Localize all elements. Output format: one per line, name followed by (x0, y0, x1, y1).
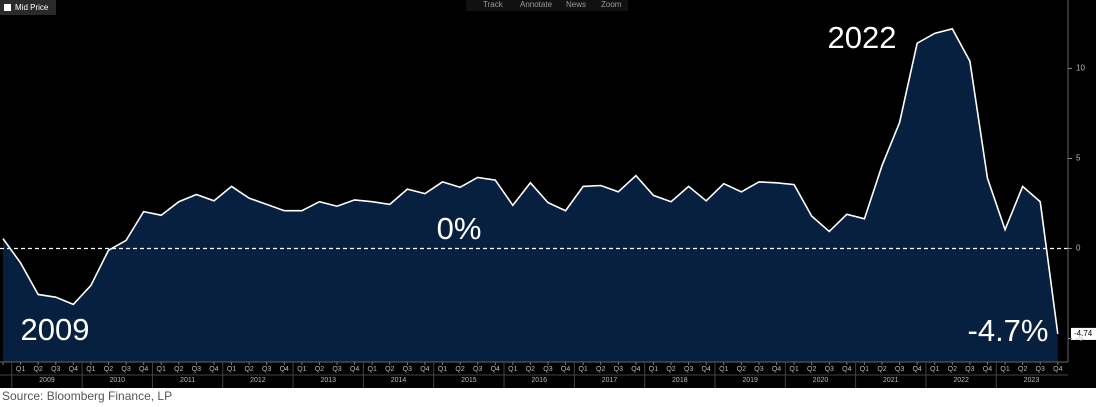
x-tick-label: Q1 (227, 366, 236, 373)
x-tick-label: Q4 (702, 366, 711, 373)
x-tick-label: Q3 (614, 366, 623, 373)
x-tick-label: Q2 (526, 366, 535, 373)
year-label: 2012 (250, 377, 266, 384)
x-tick-label: Q1 (16, 366, 25, 373)
x-tick-label: Q2 (244, 366, 253, 373)
x-tick-label: Q3 (121, 366, 130, 373)
y-tick-label: 5 (1076, 154, 1081, 163)
x-tick-label: Q3 (965, 366, 974, 373)
year-label: 2009 (39, 377, 55, 384)
legend-box (0, 0, 56, 15)
x-tick-label: Q1 (860, 366, 869, 373)
toolbar-annotate[interactable]: Annotate (520, 0, 553, 9)
x-tick-label: Q4 (983, 366, 992, 373)
year-label: 2017 (602, 377, 618, 384)
x-tick-label: Q3 (51, 366, 60, 373)
y-tick-label: -5 (1076, 334, 1084, 343)
x-tick-label: Q3 (192, 366, 201, 373)
x-tick-label: Q3 (684, 366, 693, 373)
x-tick-label: Q3 (473, 366, 482, 373)
x-tick-label: Q1 (930, 366, 939, 373)
y-tick-label: 10 (1076, 64, 1085, 73)
x-tick-label: Q2 (455, 366, 464, 373)
x-tick-label: Q1 (1000, 366, 1009, 373)
toolbar-news[interactable]: News (566, 0, 586, 9)
x-tick-label: Q2 (666, 366, 675, 373)
x-tick-label: Q1 (438, 366, 447, 373)
x-tick-label: Q4 (139, 366, 148, 373)
line (2, 27, 1059, 335)
toolbar (466, 0, 628, 11)
toolbar-track[interactable]: Track (483, 0, 504, 9)
annotation: 2009 (21, 312, 90, 347)
x-tick-label: Q1 (649, 366, 658, 373)
area-fill (3, 28, 1058, 363)
legend-swatch (4, 4, 11, 11)
last-value-tag (1071, 327, 1096, 340)
x-tick-label: Q3 (262, 366, 271, 373)
x-tick-label: Q4 (912, 366, 921, 373)
x-tick-label: Q4 (842, 366, 851, 373)
toolbar-zoom[interactable]: Zoom (601, 0, 622, 9)
x-tick-label: Q1 (719, 366, 728, 373)
x-tick-label: Q4 (1053, 366, 1062, 373)
annotation: -4.7% (968, 313, 1049, 348)
year-label: 2015 (461, 377, 477, 384)
x-tick-label: Q2 (33, 366, 42, 373)
x-tick-label: Q2 (948, 366, 957, 373)
x-tick-label: Q3 (332, 366, 341, 373)
year-label: 2020 (813, 377, 829, 384)
x-tick-label: Q1 (157, 366, 166, 373)
x-tick-label: Q4 (209, 366, 218, 373)
x-tick-label: Q4 (420, 366, 429, 373)
x-tick-label: Q3 (895, 366, 904, 373)
annotation: 0% (437, 211, 482, 246)
x-tick-label: Q2 (315, 366, 324, 373)
x-tick-label: Q1 (368, 366, 377, 373)
x-tick-label: Q1 (86, 366, 95, 373)
last-value-label: -4.74 (1074, 329, 1093, 338)
x-tick-label: Q4 (561, 366, 570, 373)
annotation: 2022 (828, 20, 897, 55)
x-tick-label: Q4 (772, 366, 781, 373)
y-tick-label: 0 (1076, 244, 1081, 253)
x-tick-label: Q4 (280, 366, 289, 373)
year-label: 2014 (391, 377, 407, 384)
x-tick-label: Q1 (578, 366, 587, 373)
year-label: 2011 (180, 377, 195, 384)
x-tick-label: Q4 (631, 366, 640, 373)
year-label: 2019 (742, 377, 758, 384)
x-tick-label: Q2 (596, 366, 605, 373)
x-tick-label: Q2 (1018, 366, 1027, 373)
x-tick-label: Q3 (543, 366, 552, 373)
source-note: Source: Bloomberg Finance, LP (2, 389, 172, 403)
year-label: 2018 (672, 377, 688, 384)
x-tick-label: Q3 (754, 366, 763, 373)
year-label: 2016 (531, 377, 547, 384)
year-label: 2010 (109, 377, 125, 384)
x-tick-label: Q1 (789, 366, 798, 373)
x-tick-label: Q4 (350, 366, 359, 373)
x-tick-label: Q1 (508, 366, 517, 373)
legend-label: Mid Price (15, 3, 49, 12)
x-tick-label: Q4 (69, 366, 78, 373)
year-label: 2013 (320, 377, 336, 384)
x-tick-label: Q3 (825, 366, 834, 373)
x-tick-label: Q1 (297, 366, 306, 373)
plot-area: -4.74-5 0 5 10 Q1 Q2 Q3 Q4 Q1 Q2 Q3 Q4 Q1 Q2 Q3 Q4 Q1 Q2 Q… (0, 0, 1096, 388)
x-tick-label: Q3 (403, 366, 412, 373)
x-tick-label: Q3 (1036, 366, 1045, 373)
x-tick-label: Q4 (491, 366, 500, 373)
x-tick-label: Q2 (385, 366, 394, 373)
x-tick-label: Q2 (104, 366, 113, 373)
year-label: 2023 (1024, 377, 1040, 384)
x-tick-label: Q2 (737, 366, 746, 373)
x-tick-label: Q2 (877, 366, 886, 373)
year-label: 2022 (953, 377, 969, 384)
x-tick-label: Q2 (807, 366, 816, 373)
year-label: 2021 (883, 377, 899, 384)
x-tick-label: Q2 (174, 366, 183, 373)
